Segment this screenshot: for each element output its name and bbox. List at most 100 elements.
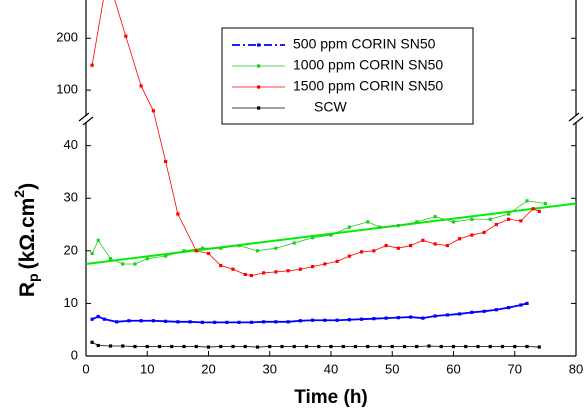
marker: [268, 344, 272, 349]
marker: [415, 344, 419, 349]
marker: [182, 249, 186, 253]
x-tick-label: 0: [82, 361, 89, 376]
marker: [507, 217, 511, 221]
marker: [470, 217, 474, 221]
marker: [255, 345, 260, 349]
marker: [372, 317, 376, 321]
marker: [445, 243, 449, 248]
plot-area: [86, 0, 576, 349]
marker: [157, 344, 162, 349]
x-tick-label: 80: [569, 361, 583, 376]
marker: [384, 243, 388, 248]
y-tick-label: 40: [64, 137, 78, 152]
marker: [507, 212, 511, 216]
marker: [458, 312, 462, 316]
y-label-unit: (kΩ.cm: [16, 198, 39, 270]
marker: [470, 310, 474, 314]
marker: [353, 344, 358, 349]
marker: [445, 313, 449, 317]
y-tick-label: 0: [71, 347, 78, 362]
marker: [133, 344, 137, 349]
marker: [219, 344, 223, 349]
axis-break: [568, 112, 584, 126]
marker: [231, 344, 235, 349]
marker: [335, 318, 339, 322]
legend-label: 1000 ppm CORIN SN50: [293, 57, 443, 73]
marker: [206, 251, 211, 256]
marker: [298, 319, 302, 323]
series-line: [91, 341, 540, 348]
marker: [121, 344, 125, 348]
marker: [96, 238, 100, 242]
marker: [378, 225, 382, 229]
y-axis-label: Rp (kΩ.cm2): [11, 183, 41, 297]
marker: [274, 270, 278, 274]
marker: [482, 309, 486, 313]
marker: [219, 246, 223, 250]
y-label-sup: 2: [11, 190, 27, 198]
legend-label: 1500 ppm CORIN SN50: [293, 78, 443, 94]
legend-label: SCW: [314, 99, 347, 115]
marker: [347, 254, 351, 258]
marker: [513, 344, 517, 349]
marker: [537, 345, 541, 349]
marker: [274, 320, 278, 324]
y-tick-label: 30: [64, 190, 78, 205]
marker: [96, 314, 100, 319]
marker: [329, 233, 333, 237]
legend-label: 500 ppm CORIN SN50: [293, 36, 436, 52]
marker: [90, 251, 94, 256]
x-tick-label: 20: [201, 361, 215, 376]
marker: [108, 344, 113, 348]
marker: [433, 215, 437, 219]
marker: [121, 262, 125, 266]
marker: [494, 308, 498, 312]
series-line: [91, 200, 546, 265]
marker: [458, 237, 462, 241]
marker: [188, 320, 192, 324]
marker: [366, 220, 370, 224]
marker: [537, 209, 541, 213]
marker: [323, 262, 327, 266]
marker: [433, 242, 437, 246]
marker: [366, 344, 370, 349]
x-axis-label: Time (h): [294, 387, 368, 408]
legend-marker: [257, 43, 261, 47]
marker: [200, 320, 204, 324]
y-tick-label: 20: [64, 242, 78, 257]
marker: [402, 344, 407, 349]
marker: [164, 159, 168, 164]
marker: [451, 220, 456, 224]
marker: [102, 317, 106, 321]
marker: [151, 319, 155, 323]
marker: [274, 246, 278, 250]
marker: [488, 217, 492, 221]
marker: [439, 344, 443, 349]
marker: [292, 344, 296, 349]
marker: [200, 246, 204, 250]
marker: [108, 257, 113, 261]
marker: [164, 319, 168, 323]
marker: [421, 238, 425, 242]
legend-marker: [257, 64, 261, 68]
marker: [372, 249, 376, 253]
y-label-end: ): [16, 183, 39, 190]
marker: [194, 249, 198, 253]
marker: [519, 219, 523, 223]
x-tick-label: 60: [446, 361, 460, 376]
legend: 500 ppm CORIN SN50 1000 ppm CORIN SN50 150…: [221, 27, 474, 125]
marker: [280, 344, 284, 349]
marker: [231, 267, 235, 271]
marker: [151, 109, 155, 113]
marker: [90, 317, 94, 321]
marker: [433, 314, 437, 318]
marker: [329, 344, 333, 349]
marker: [525, 199, 529, 203]
marker: [176, 320, 180, 324]
marker: [249, 320, 253, 324]
marker: [96, 343, 100, 348]
y-tick-label: 200: [56, 30, 78, 45]
marker: [139, 319, 143, 323]
y-tick-label: 10: [64, 295, 78, 310]
marker: [90, 340, 94, 344]
